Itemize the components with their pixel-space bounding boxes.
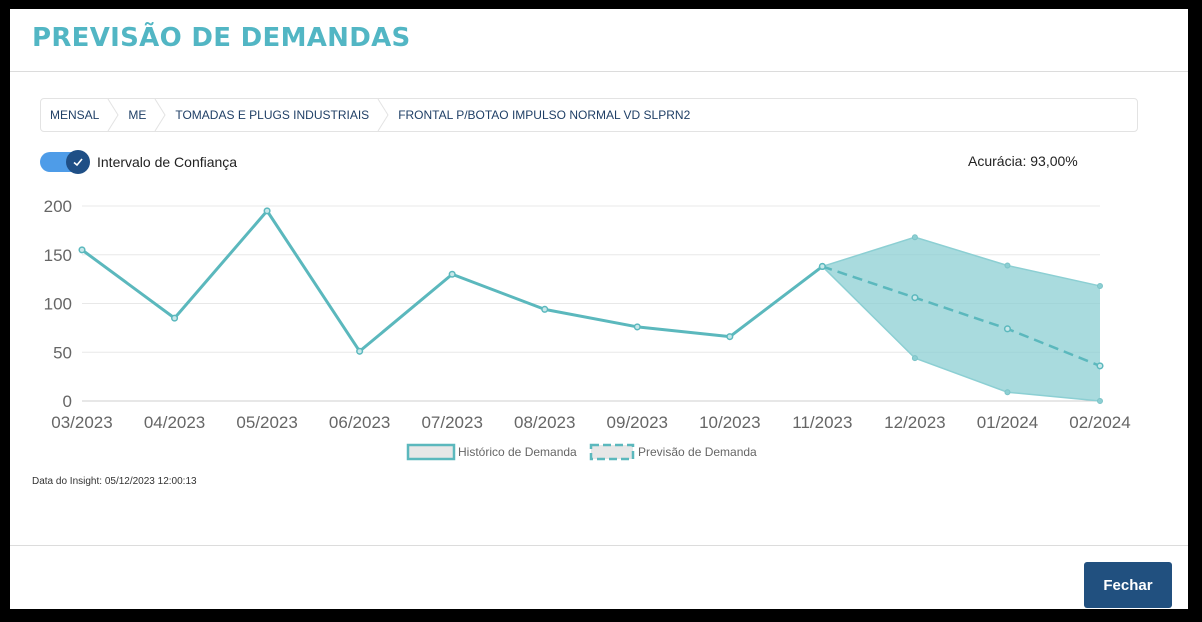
confidence-interval-toggle[interactable] xyxy=(40,150,90,174)
data-point xyxy=(1003,325,1012,333)
confidence-point xyxy=(1097,282,1103,289)
confidence-point xyxy=(911,234,918,241)
breadcrumb-label: ME xyxy=(128,108,147,122)
x-tick-label: 04/2023 xyxy=(144,413,205,432)
confidence-point xyxy=(911,355,918,362)
y-tick-label: 100 xyxy=(44,295,72,314)
data-point xyxy=(911,294,919,302)
breadcrumb-label: TOMADAS E PLUGS INDUSTRIAIS xyxy=(175,108,370,122)
data-point xyxy=(263,207,271,215)
legend-label-previsao: Previsão de Demanda xyxy=(638,445,757,459)
data-point xyxy=(356,347,364,355)
y-tick-label: 50 xyxy=(53,343,72,362)
confidence-upper-line xyxy=(822,236,1101,287)
data-point xyxy=(1096,362,1104,370)
footer-divider xyxy=(10,545,1188,546)
x-tick-label: 07/2023 xyxy=(421,413,482,432)
chevron-right-icon xyxy=(377,99,389,131)
breadcrumb-item[interactable]: ME xyxy=(119,99,166,131)
data-point xyxy=(448,270,456,278)
breadcrumb-item[interactable]: MENSAL xyxy=(41,99,119,131)
confidence-interval-toggle-row: Intervalo de Confiança xyxy=(40,150,238,174)
chevron-right-icon xyxy=(107,99,119,131)
series-line-0 xyxy=(81,209,824,353)
y-tick-label: 200 xyxy=(44,197,72,216)
x-tick-label: 01/2024 xyxy=(977,413,1038,432)
data-point xyxy=(818,262,826,271)
x-tick-label: 11/2023 xyxy=(792,413,852,432)
x-tick-label: 08/2023 xyxy=(514,413,575,432)
toggle-label: Intervalo de Confiança xyxy=(97,154,238,170)
data-point xyxy=(78,246,86,254)
legend-label-historico: Histórico de Demanda xyxy=(458,445,577,459)
data-point xyxy=(726,333,734,341)
series-line-1 xyxy=(821,265,1101,368)
x-tick-label: 10/2023 xyxy=(699,413,760,432)
accuracy-value: Acurácia: 93,00% xyxy=(968,153,1078,169)
x-tick-label: 05/2023 xyxy=(236,413,297,432)
breadcrumb: MENSAL ME TOMADAS E PLUGS INDUSTRIAIS FR… xyxy=(40,98,1138,132)
breadcrumb-item[interactable]: TOMADAS E PLUGS INDUSTRIAIS xyxy=(166,99,389,131)
x-tick-label: 03/2023 xyxy=(51,413,112,432)
data-point xyxy=(633,323,641,331)
x-tick-label: 09/2023 xyxy=(607,413,668,432)
modal-header: PREVISÃO DE DEMANDAS xyxy=(10,9,1188,72)
x-tick-label: 02/2024 xyxy=(1069,413,1130,432)
legend-swatch-historico xyxy=(406,443,456,461)
data-point xyxy=(541,305,549,313)
check-icon xyxy=(73,158,83,167)
breadcrumb-label: FRONTAL P/BOTAO IMPULSO NORMAL VD SLPRN2 xyxy=(398,108,691,122)
forecast-modal: PREVISÃO DE DEMANDAS MENSAL ME TOMADAS E… xyxy=(10,9,1188,609)
chevron-right-icon xyxy=(154,99,166,131)
modal-title: PREVISÃO DE DEMANDAS xyxy=(32,23,411,53)
x-tick-label: 12/2023 xyxy=(884,413,945,432)
legend-swatch-previsao xyxy=(589,443,635,461)
close-button[interactable]: Fechar xyxy=(1084,562,1172,608)
demand-chart: 200 150 100 50 0 03/2023 04/2023 05/2023 06/2023… xyxy=(44,197,1131,461)
breadcrumb-label: MENSAL xyxy=(50,108,100,122)
confidence-point xyxy=(1004,389,1011,396)
confidence-lower-line xyxy=(821,265,1101,402)
data-point xyxy=(170,314,179,322)
insight-date: Data do Insight: 05/12/2023 12:00:13 xyxy=(32,476,197,487)
confidence-point xyxy=(1004,262,1011,269)
x-tick-label: 06/2023 xyxy=(329,413,390,432)
y-tick-label: 150 xyxy=(44,246,72,265)
y-tick-label: 0 xyxy=(63,392,72,411)
breadcrumb-item[interactable]: FRONTAL P/BOTAO IMPULSO NORMAL VD SLPRN2 xyxy=(389,99,690,131)
toggle-knob xyxy=(66,150,90,174)
confidence-point xyxy=(1097,398,1103,404)
confidence-band xyxy=(822,237,1100,401)
